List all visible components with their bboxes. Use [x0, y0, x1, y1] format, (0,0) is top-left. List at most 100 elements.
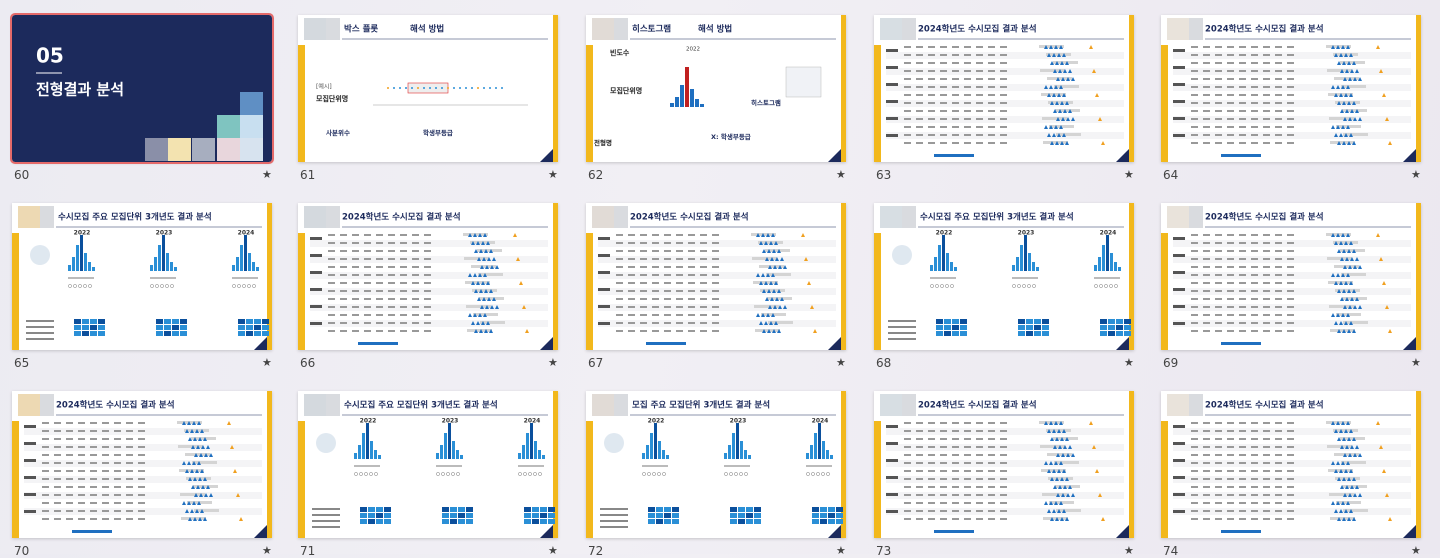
cell — [376, 250, 383, 252]
year-label: 2022 — [74, 230, 91, 237]
cell — [102, 486, 109, 488]
cell — [976, 518, 983, 520]
marker — [474, 329, 478, 333]
group-label — [598, 322, 610, 325]
cell — [1215, 118, 1222, 120]
slide-thumbnail[interactable]: 수시모집 주요 모집단위 3개년도 결과 분석 2022 2023 2024 — [874, 203, 1134, 350]
slide-thumbnail[interactable]: 2024학년도 수시모집 결과 분석 — [586, 203, 846, 350]
cell — [78, 518, 85, 520]
cell — [1000, 110, 1007, 112]
cell — [42, 478, 49, 480]
cell — [652, 266, 659, 268]
cell — [1263, 46, 1270, 48]
cell — [928, 478, 935, 480]
cell — [1251, 86, 1258, 88]
slide-thumbnail[interactable]: 2024학년도 수시모집 결과 분석 — [874, 15, 1134, 162]
heat-cell — [1116, 325, 1123, 330]
heat-cell — [936, 319, 943, 324]
marker — [1057, 429, 1061, 433]
slide-thumbnail[interactable]: 2024학년도 수시모집 결과 분석 — [298, 203, 558, 350]
cell — [388, 298, 395, 300]
pixel-block — [145, 138, 168, 161]
hist-bar — [256, 267, 259, 271]
marker — [188, 477, 192, 481]
marker — [1056, 77, 1060, 81]
cell — [628, 298, 635, 300]
cell — [1215, 486, 1222, 488]
slide-thumbnail[interactable]: 히스토그램 해석 방법 빈도수 2022 모집단위명 히스토그램 전형명 X: 학생부등급 — [586, 15, 846, 162]
slide-thumbnail[interactable]: 05 전형결과 분석 — [10, 13, 274, 164]
cell — [1239, 282, 1246, 284]
cell — [940, 62, 947, 64]
marker — [768, 305, 772, 309]
cell — [952, 470, 959, 472]
marker — [1092, 445, 1096, 449]
cell — [1215, 94, 1222, 96]
cell — [916, 518, 923, 520]
slide-thumbnail[interactable]: 2024학년도 수시모집 결과 분석 — [1161, 15, 1421, 162]
heat-cell — [180, 331, 187, 336]
cell — [340, 266, 347, 268]
group-label — [1173, 117, 1185, 120]
slide-thumbnail[interactable]: 수시모집 주요 모집단위 3개년도 결과 분석 2022 2023 2024 — [12, 203, 272, 350]
marker — [1331, 421, 1335, 425]
slide-thumbnail[interactable]: 박스 플롯 해석 방법 [예시] 모집단위명 사분위수 학생부등급 — [298, 15, 558, 162]
cell — [964, 438, 971, 440]
slide-thumbnail[interactable]: 2024학년도 수시모집 결과 분석 — [874, 391, 1134, 538]
cell — [1000, 462, 1007, 464]
heat-cell — [172, 331, 179, 336]
cell — [54, 494, 61, 496]
cell — [1263, 134, 1270, 136]
slide-thumbnail[interactable]: 2024학년도 수시모집 결과 분석 — [1161, 203, 1421, 350]
slide-thumbnail[interactable]: 모집 주요 모집단위 3개년도 결과 분석 2022 2023 2024 — [586, 391, 846, 538]
slide-canvas: 2024학년도 수시모집 결과 분석 — [586, 203, 846, 350]
cell — [964, 102, 971, 104]
cell — [66, 430, 73, 432]
point — [399, 87, 401, 89]
cell — [1215, 126, 1222, 128]
marker — [1355, 297, 1359, 301]
cell — [640, 258, 647, 260]
cell — [138, 518, 145, 520]
cell — [688, 330, 695, 332]
left-band — [874, 45, 881, 162]
cell — [640, 322, 647, 324]
cell — [138, 502, 145, 504]
cell — [976, 470, 983, 472]
heat-cell — [82, 331, 89, 336]
slide-thumbnail[interactable]: 수시모집 주요 모집단위 3개년도 결과 분석 2022 2023 2024 — [298, 391, 558, 538]
cell — [1203, 62, 1210, 64]
marker — [1341, 273, 1345, 277]
cell — [66, 502, 73, 504]
slide-thumbnail[interactable]: 2024학년도 수시모집 결과 분석 — [1161, 391, 1421, 538]
cell — [54, 518, 61, 520]
cell — [1287, 70, 1294, 72]
cell — [940, 102, 947, 104]
dot — [456, 472, 460, 476]
hist-bar — [646, 445, 649, 459]
range-bar — [1330, 517, 1355, 520]
range-bar — [1048, 477, 1073, 480]
cell — [652, 314, 659, 316]
cell — [364, 258, 371, 260]
slide-thumbnail[interactable]: 2024학년도 수시모집 결과 분석 — [12, 391, 272, 538]
dot — [734, 472, 738, 476]
marker — [1341, 233, 1345, 237]
logo-blur — [614, 206, 628, 228]
marker — [1047, 133, 1051, 137]
cell — [90, 422, 97, 424]
cell — [66, 470, 73, 472]
heat-cell — [746, 519, 753, 524]
cell — [904, 494, 911, 496]
marker — [1349, 469, 1353, 473]
marker — [1341, 45, 1345, 49]
group-label — [598, 288, 610, 291]
range-bar — [1329, 305, 1354, 308]
heat-cell — [90, 319, 97, 324]
cell — [664, 250, 671, 252]
cell — [1275, 86, 1282, 88]
left-band — [1161, 233, 1168, 350]
cell — [1263, 462, 1270, 464]
cell — [102, 470, 109, 472]
